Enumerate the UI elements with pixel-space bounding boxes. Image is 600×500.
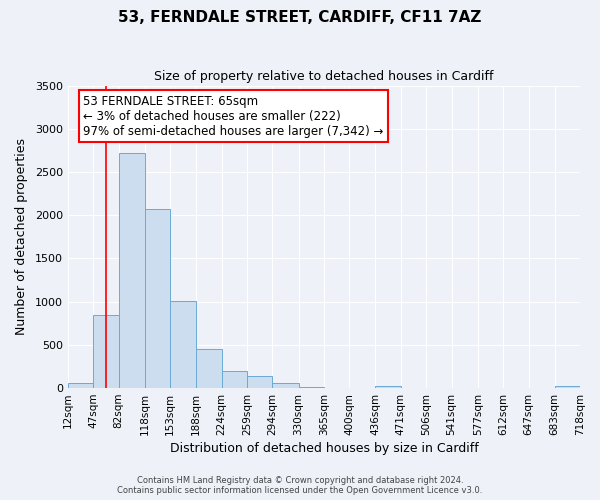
- Text: Contains HM Land Registry data © Crown copyright and database right 2024.
Contai: Contains HM Land Registry data © Crown c…: [118, 476, 482, 495]
- Bar: [247, 376, 272, 388]
- Bar: [68, 384, 94, 388]
- X-axis label: Distribution of detached houses by size in Cardiff: Distribution of detached houses by size …: [170, 442, 478, 455]
- Bar: [299, 387, 324, 388]
- Text: 53 FERNDALE STREET: 65sqm
← 3% of detached houses are smaller (222)
97% of semi-: 53 FERNDALE STREET: 65sqm ← 3% of detach…: [83, 94, 383, 138]
- Bar: [554, 386, 580, 388]
- Bar: [94, 314, 119, 388]
- Bar: [221, 371, 247, 388]
- Text: 53, FERNDALE STREET, CARDIFF, CF11 7AZ: 53, FERNDALE STREET, CARDIFF, CF11 7AZ: [118, 10, 482, 25]
- Bar: [272, 384, 299, 388]
- Bar: [376, 386, 401, 388]
- Bar: [196, 349, 221, 388]
- Title: Size of property relative to detached houses in Cardiff: Size of property relative to detached ho…: [154, 70, 494, 83]
- Y-axis label: Number of detached properties: Number of detached properties: [15, 138, 28, 336]
- Bar: [170, 301, 196, 388]
- Bar: [145, 208, 170, 388]
- Bar: [119, 153, 145, 388]
